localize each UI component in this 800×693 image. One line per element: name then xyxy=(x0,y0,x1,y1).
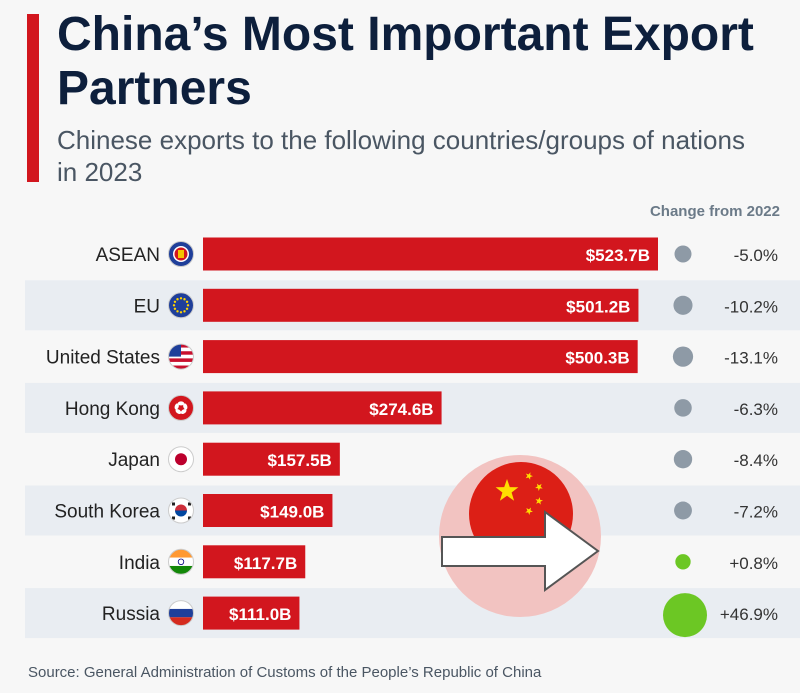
right-arrow-icon xyxy=(441,510,600,592)
asean-emblem-icon xyxy=(168,241,194,267)
flag-outline xyxy=(168,497,194,524)
category-label: Japan xyxy=(108,450,160,471)
change-label: +46.9% xyxy=(720,605,778,624)
change-dot xyxy=(674,245,692,263)
row-stripe xyxy=(25,485,800,536)
change-label: -5.0% xyxy=(734,246,778,265)
flag-art xyxy=(168,498,194,523)
bar-value-label: $523.7B xyxy=(586,246,650,265)
change-label: -7.2% xyxy=(734,503,778,522)
bar-value-label: $500.3B xyxy=(565,349,629,368)
russia-flag-icon xyxy=(168,600,194,627)
flag-outline xyxy=(168,241,194,267)
category-label: ASEAN xyxy=(96,245,160,266)
china-flag-badge xyxy=(439,455,601,617)
bar-value-label: $117.7B xyxy=(234,554,297,573)
bar-value-label: $149.0B xyxy=(260,503,324,522)
flag-art xyxy=(168,395,194,421)
export-bar xyxy=(203,237,658,271)
us-flag-icon xyxy=(168,343,194,370)
bar-value-label: $274.6B xyxy=(369,400,433,419)
export-bar xyxy=(203,288,639,322)
export-bar xyxy=(203,545,306,579)
category-label: South Korea xyxy=(54,502,160,523)
change-dot xyxy=(673,450,693,469)
change-dot xyxy=(674,501,692,520)
export-bar xyxy=(203,596,300,630)
category-label: Russia xyxy=(102,604,161,625)
category-label: United States xyxy=(46,348,160,369)
hong-kong-flag-icon xyxy=(168,394,194,421)
bar-value-label: $157.5B xyxy=(268,451,332,470)
change-dot xyxy=(663,593,707,638)
flag-small-star-icon xyxy=(525,472,533,480)
category-label: EU xyxy=(134,296,160,317)
change-label: +0.8% xyxy=(729,554,778,573)
change-dot xyxy=(672,346,694,367)
change-label: -8.4% xyxy=(734,451,778,470)
title-accent-bar xyxy=(27,14,39,182)
source-note: Source: General Administration of Custom… xyxy=(28,664,542,681)
flag-small-star-icon xyxy=(535,483,543,491)
flag-art xyxy=(168,241,194,267)
flag-art xyxy=(168,446,194,472)
export-bar xyxy=(203,494,333,527)
bar-value-label: $501.2B xyxy=(566,297,630,316)
change-label: -13.1% xyxy=(724,349,778,368)
change-dot xyxy=(675,554,691,570)
flag-art xyxy=(168,344,194,370)
eu-flag-icon xyxy=(168,292,194,319)
flag-art xyxy=(168,549,194,575)
japan-flag-icon xyxy=(168,446,194,473)
flag-small-star-icon xyxy=(535,497,543,505)
flag-art xyxy=(168,600,194,626)
south-korea-flag-icon xyxy=(168,497,194,524)
change-label: -10.2% xyxy=(724,297,778,316)
category-label: India xyxy=(119,553,161,574)
chart-title: China’s Most Important Export Partners xyxy=(57,8,754,115)
category-label: Hong Kong xyxy=(65,399,160,420)
bar-value-label: $111.0B xyxy=(229,605,291,624)
export-bar xyxy=(203,340,638,374)
change-column-header: Change from 2022 xyxy=(649,203,780,220)
flag-art xyxy=(168,292,194,318)
change-label: -6.3% xyxy=(734,400,778,419)
flag-outline xyxy=(168,600,194,627)
export-bar xyxy=(203,391,442,425)
flag-outline xyxy=(168,446,194,473)
flag-big-star-icon xyxy=(495,479,519,501)
change-dot xyxy=(673,295,693,315)
flag-outline xyxy=(168,343,194,370)
flag-small-star-icon xyxy=(525,507,533,515)
chart-subtitle: Chinese exports to the following countri… xyxy=(57,125,745,187)
flag-outline xyxy=(168,292,194,319)
export-bar xyxy=(203,442,340,476)
flag-outline xyxy=(168,548,194,575)
flag-outline xyxy=(168,394,194,421)
india-flag-icon xyxy=(168,548,194,575)
change-dot xyxy=(674,399,692,417)
